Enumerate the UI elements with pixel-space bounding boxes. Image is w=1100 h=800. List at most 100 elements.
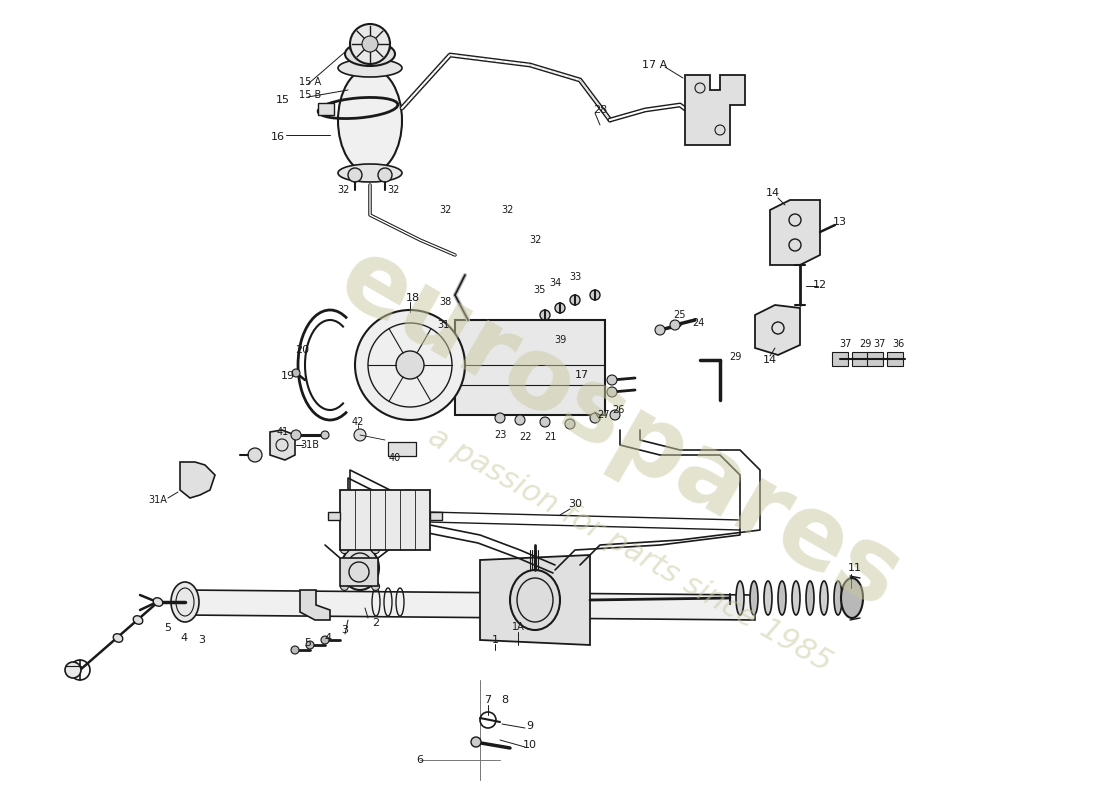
Text: 21: 21 bbox=[543, 432, 557, 442]
Text: 31B: 31B bbox=[300, 440, 319, 450]
Text: 19: 19 bbox=[280, 371, 295, 381]
Text: 38: 38 bbox=[439, 297, 451, 307]
Ellipse shape bbox=[153, 598, 163, 606]
Circle shape bbox=[607, 387, 617, 397]
Text: 5: 5 bbox=[165, 623, 172, 633]
Ellipse shape bbox=[353, 560, 367, 576]
Circle shape bbox=[292, 430, 301, 440]
Bar bbox=[328, 512, 340, 520]
Text: 25: 25 bbox=[673, 310, 686, 320]
Circle shape bbox=[248, 448, 262, 462]
Text: 31: 31 bbox=[437, 320, 449, 330]
Text: 8: 8 bbox=[502, 695, 508, 705]
Ellipse shape bbox=[792, 581, 800, 615]
Bar bbox=[340, 558, 378, 586]
Bar bbox=[852, 352, 868, 366]
Bar bbox=[388, 442, 416, 456]
Text: 40: 40 bbox=[389, 453, 402, 463]
Text: 12: 12 bbox=[813, 280, 827, 290]
Circle shape bbox=[495, 413, 505, 423]
Circle shape bbox=[65, 662, 81, 678]
Text: 42: 42 bbox=[352, 417, 364, 427]
Ellipse shape bbox=[170, 582, 199, 622]
Ellipse shape bbox=[338, 68, 402, 173]
Circle shape bbox=[570, 295, 580, 305]
Circle shape bbox=[540, 417, 550, 427]
Ellipse shape bbox=[806, 581, 814, 615]
Ellipse shape bbox=[736, 581, 744, 615]
Text: 3: 3 bbox=[198, 635, 206, 645]
Polygon shape bbox=[180, 462, 214, 498]
Ellipse shape bbox=[113, 634, 123, 642]
Ellipse shape bbox=[778, 581, 786, 615]
Text: 34: 34 bbox=[549, 278, 561, 288]
Text: 37: 37 bbox=[839, 339, 851, 349]
Polygon shape bbox=[755, 305, 800, 355]
Bar bbox=[867, 352, 883, 366]
Circle shape bbox=[396, 351, 424, 379]
Text: 20: 20 bbox=[295, 345, 309, 355]
Polygon shape bbox=[770, 200, 820, 265]
Circle shape bbox=[354, 429, 366, 441]
Text: eurospares: eurospares bbox=[322, 230, 918, 630]
Ellipse shape bbox=[350, 40, 390, 56]
Text: 36: 36 bbox=[892, 339, 904, 349]
Bar bbox=[455, 320, 605, 415]
Bar bbox=[340, 490, 430, 550]
Text: 18: 18 bbox=[406, 293, 420, 303]
Text: 17: 17 bbox=[575, 370, 590, 380]
Text: 31A: 31A bbox=[148, 495, 167, 505]
Polygon shape bbox=[300, 590, 330, 620]
Circle shape bbox=[695, 83, 705, 93]
Text: 1A: 1A bbox=[512, 622, 525, 632]
Text: 15 B: 15 B bbox=[299, 90, 321, 100]
Text: 39: 39 bbox=[554, 335, 566, 345]
Text: 32: 32 bbox=[529, 235, 541, 245]
Text: 17 A: 17 A bbox=[642, 60, 668, 70]
Polygon shape bbox=[685, 75, 745, 145]
Text: 15: 15 bbox=[276, 95, 290, 105]
Circle shape bbox=[610, 410, 620, 420]
Text: 5: 5 bbox=[305, 638, 311, 648]
Circle shape bbox=[306, 641, 313, 649]
Bar bbox=[887, 352, 903, 366]
Ellipse shape bbox=[750, 581, 758, 615]
Circle shape bbox=[565, 419, 575, 429]
Text: 4: 4 bbox=[180, 633, 188, 643]
Polygon shape bbox=[270, 430, 295, 460]
Text: 37: 37 bbox=[873, 339, 887, 349]
Circle shape bbox=[340, 582, 349, 590]
Circle shape bbox=[372, 582, 379, 590]
Circle shape bbox=[540, 310, 550, 320]
Circle shape bbox=[372, 546, 379, 554]
Text: 33: 33 bbox=[569, 272, 581, 282]
Text: 32: 32 bbox=[502, 205, 514, 215]
Circle shape bbox=[607, 375, 617, 385]
Text: 9: 9 bbox=[527, 721, 534, 731]
Circle shape bbox=[378, 168, 392, 182]
Ellipse shape bbox=[133, 616, 143, 624]
Polygon shape bbox=[185, 590, 755, 620]
Text: 1: 1 bbox=[492, 635, 498, 645]
Ellipse shape bbox=[345, 42, 395, 66]
Bar bbox=[832, 352, 848, 366]
Circle shape bbox=[654, 325, 666, 335]
Ellipse shape bbox=[764, 581, 772, 615]
Text: 10: 10 bbox=[522, 740, 537, 750]
Ellipse shape bbox=[842, 578, 864, 618]
Text: 7: 7 bbox=[484, 695, 492, 705]
Circle shape bbox=[350, 24, 390, 64]
Circle shape bbox=[515, 415, 525, 425]
Text: a passion for parts since 1985: a passion for parts since 1985 bbox=[424, 422, 837, 678]
Text: 32: 32 bbox=[439, 205, 451, 215]
Text: 41: 41 bbox=[277, 427, 289, 437]
Text: 29: 29 bbox=[859, 339, 871, 349]
Text: 16: 16 bbox=[271, 132, 285, 142]
Text: 13: 13 bbox=[833, 217, 847, 227]
Text: 4: 4 bbox=[324, 633, 331, 643]
Text: 3: 3 bbox=[341, 625, 349, 635]
Circle shape bbox=[556, 303, 565, 313]
Text: 22: 22 bbox=[519, 432, 531, 442]
Circle shape bbox=[471, 737, 481, 747]
Circle shape bbox=[321, 636, 329, 644]
